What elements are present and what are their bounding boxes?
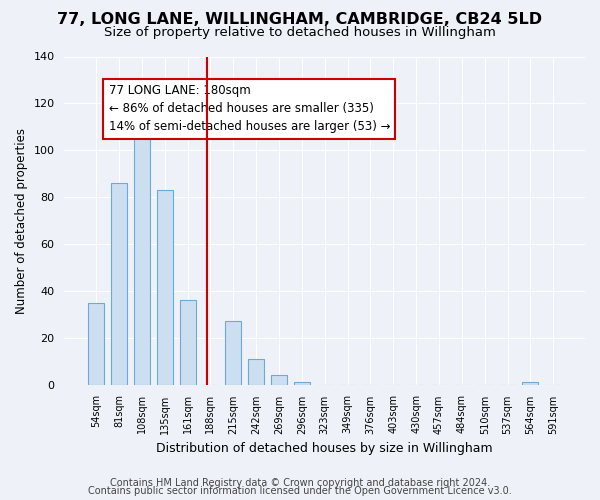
- Bar: [523, 382, 538, 384]
- Bar: [248, 359, 264, 384]
- X-axis label: Distribution of detached houses by size in Willingham: Distribution of detached houses by size …: [157, 442, 493, 455]
- Bar: [225, 322, 241, 384]
- Bar: [157, 190, 173, 384]
- Bar: [179, 300, 196, 384]
- Text: Contains HM Land Registry data © Crown copyright and database right 2024.: Contains HM Land Registry data © Crown c…: [110, 478, 490, 488]
- Bar: [88, 302, 104, 384]
- Text: 77 LONG LANE: 180sqm
← 86% of detached houses are smaller (335)
14% of semi-deta: 77 LONG LANE: 180sqm ← 86% of detached h…: [109, 84, 390, 134]
- Y-axis label: Number of detached properties: Number of detached properties: [15, 128, 28, 314]
- Bar: [271, 375, 287, 384]
- Bar: [111, 183, 127, 384]
- Bar: [134, 134, 150, 384]
- Text: Size of property relative to detached houses in Willingham: Size of property relative to detached ho…: [104, 26, 496, 39]
- Text: Contains public sector information licensed under the Open Government Licence v3: Contains public sector information licen…: [88, 486, 512, 496]
- Bar: [294, 382, 310, 384]
- Text: 77, LONG LANE, WILLINGHAM, CAMBRIDGE, CB24 5LD: 77, LONG LANE, WILLINGHAM, CAMBRIDGE, CB…: [58, 12, 542, 28]
